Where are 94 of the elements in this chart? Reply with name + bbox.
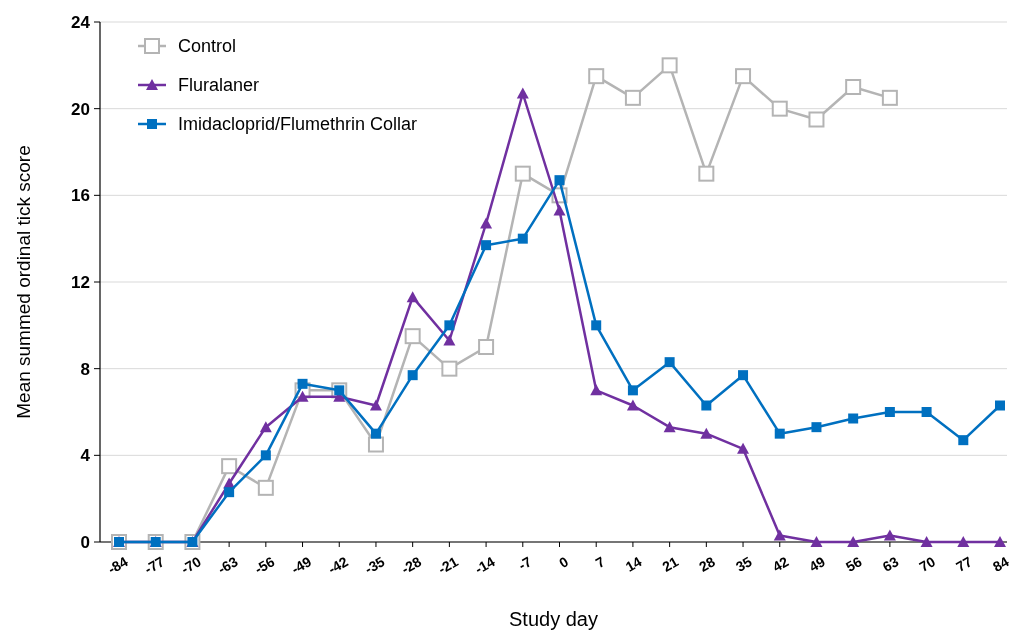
point [224, 487, 235, 498]
point [259, 421, 272, 433]
x-tick-label: -49 [288, 553, 315, 578]
point [369, 399, 382, 411]
x-axis-title: Study day [509, 608, 598, 630]
point [626, 399, 639, 411]
point [663, 421, 676, 433]
point [516, 87, 529, 99]
point [735, 68, 752, 85]
point [700, 427, 713, 439]
point [297, 378, 308, 389]
point [517, 233, 528, 244]
point [588, 68, 605, 85]
point [738, 370, 749, 381]
x-tick-label: 28 [696, 553, 718, 575]
y-axis-title: Mean summed ordinal tick score [13, 145, 34, 419]
point [591, 320, 602, 331]
point [698, 165, 715, 182]
point [553, 204, 566, 216]
legend-label: Fluralaner [178, 75, 260, 96]
point [884, 407, 895, 417]
point [845, 79, 862, 95]
legend-label: Control [178, 36, 237, 57]
point [920, 536, 933, 547]
x-tick-label: 7 [592, 553, 608, 571]
point [921, 407, 932, 417]
point [995, 400, 1005, 411]
point [370, 428, 381, 439]
point [480, 217, 493, 229]
x-tick-label: -35 [361, 553, 388, 578]
point [737, 442, 750, 454]
y-tick-label: 24 [71, 12, 91, 32]
x-tick-label: 84 [989, 553, 1012, 575]
point [296, 390, 309, 402]
point [771, 100, 788, 117]
point [774, 428, 785, 439]
point [443, 334, 456, 346]
point [441, 360, 458, 377]
point [407, 370, 418, 381]
y-tick-label: 4 [80, 446, 91, 466]
point [847, 536, 860, 547]
x-tick-label: 70 [916, 553, 939, 575]
point [810, 536, 823, 547]
x-tick-label: 77 [953, 553, 975, 575]
point [260, 450, 271, 461]
point [661, 57, 678, 74]
point [624, 89, 641, 106]
x-tick-label: 42 [769, 553, 792, 575]
point [958, 435, 969, 446]
point [994, 536, 1006, 547]
point [701, 400, 712, 411]
point [773, 529, 786, 541]
point [514, 165, 531, 182]
x-tick-label: 63 [879, 553, 902, 575]
point [664, 357, 675, 368]
x-tick-label: -21 [435, 553, 461, 578]
point [883, 529, 896, 541]
y-tick-label: 0 [80, 532, 90, 552]
x-tick-label: -70 [178, 553, 204, 578]
x-tick-label: -7 [515, 553, 535, 574]
y-tick-label: 8 [80, 359, 90, 379]
y-tick-label: 12 [71, 272, 90, 292]
point [404, 328, 421, 345]
x-tick-label: -77 [141, 553, 168, 578]
point [881, 89, 898, 106]
point [481, 240, 492, 251]
legend-label: Imidacloprid/Flumethrin Collar [178, 114, 418, 135]
point [590, 384, 603, 396]
x-tick-label: -56 [251, 553, 278, 578]
x-tick-label: -84 [104, 553, 131, 578]
point [444, 320, 455, 331]
point [257, 479, 274, 496]
x-tick-label: -42 [325, 553, 351, 578]
x-tick-label: -63 [215, 553, 241, 578]
point [478, 339, 495, 355]
point [554, 175, 565, 186]
point [627, 385, 638, 396]
x-tick-label: 0 [556, 553, 572, 571]
x-tick-label: -14 [471, 553, 498, 578]
x-tick-label: 49 [806, 553, 829, 575]
point [221, 458, 238, 475]
point [808, 111, 825, 128]
x-tick-label: -28 [398, 553, 425, 578]
point [848, 413, 859, 424]
x-tick-label: 14 [622, 553, 645, 575]
x-tick-label: 56 [843, 553, 865, 575]
point [811, 422, 822, 433]
point [957, 536, 970, 547]
x-tick-label: 35 [732, 553, 755, 575]
y-tick-label: 16 [71, 186, 90, 206]
point [367, 436, 384, 453]
x-tick-label: 21 [659, 553, 682, 575]
y-tick-label: 20 [71, 99, 90, 119]
point [406, 291, 419, 303]
